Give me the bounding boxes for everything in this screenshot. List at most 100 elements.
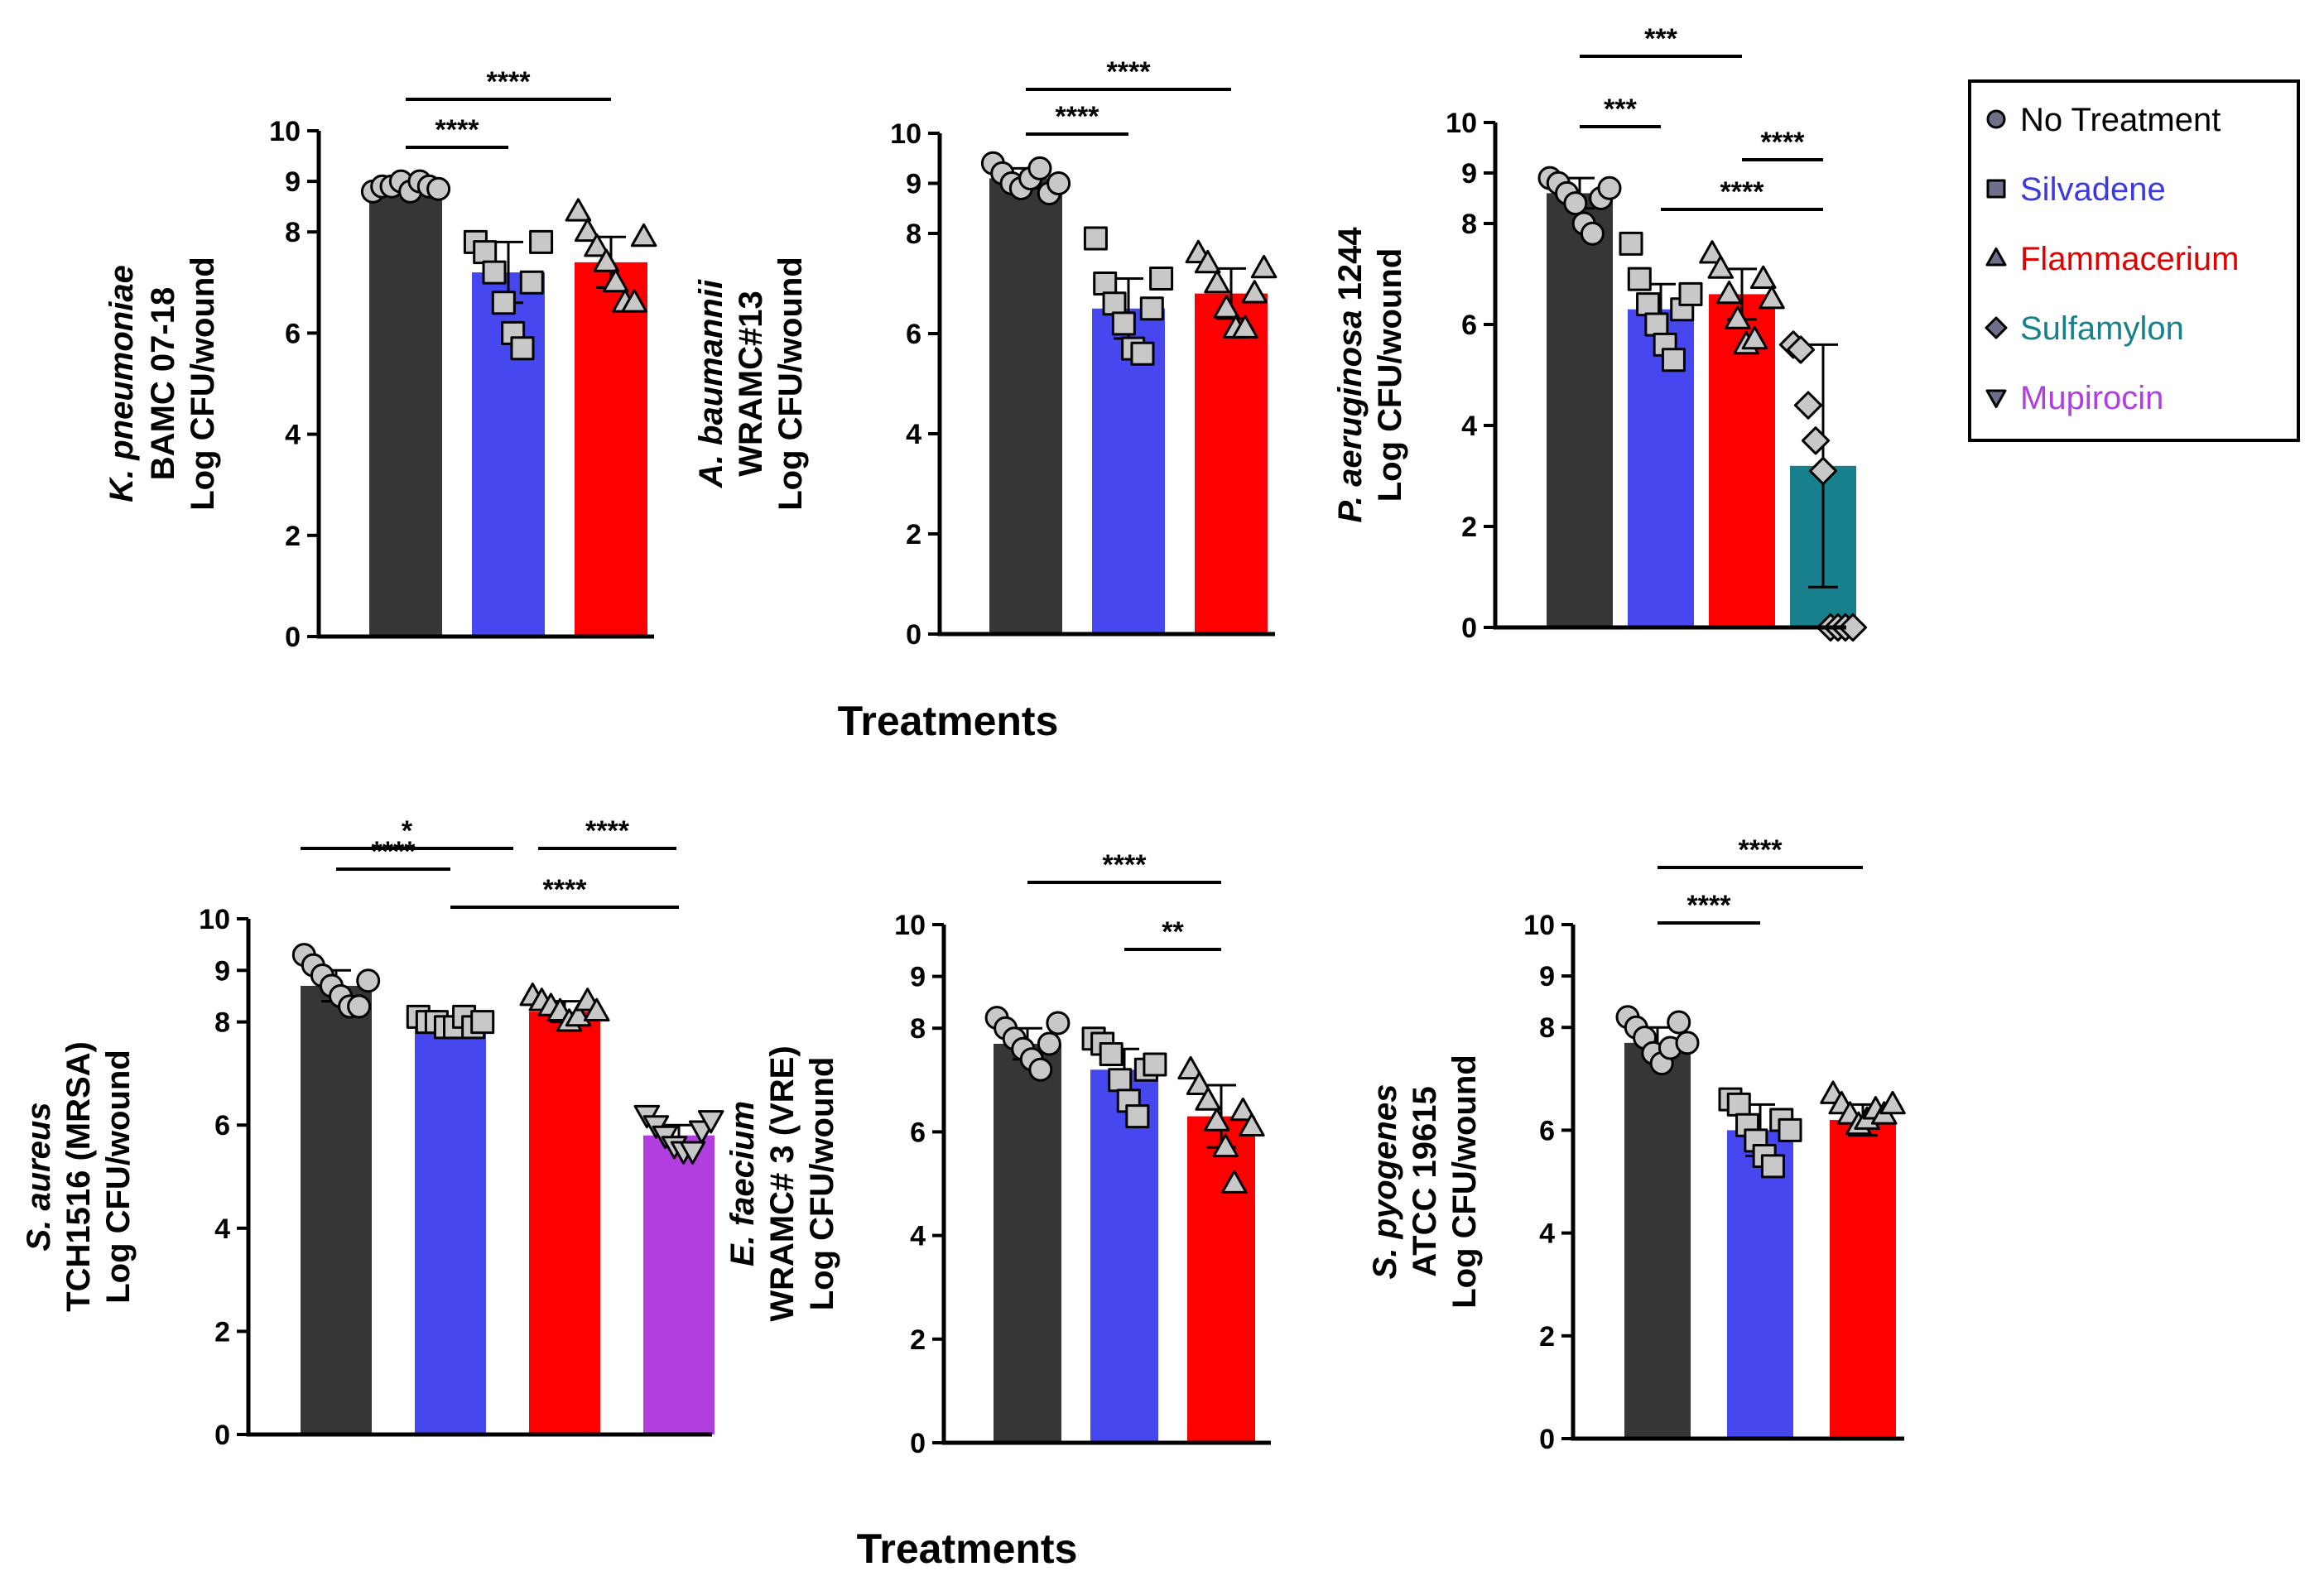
y-axis-label: S. pyogenes: [1367, 1084, 1403, 1280]
y-tick-label: 10: [1446, 108, 1477, 139]
y-axis-label: ATCC 19615: [1407, 1086, 1443, 1276]
significance-label: ***: [1604, 94, 1637, 125]
data-point: [1046, 1011, 1071, 1036]
y-tick-label: 0: [285, 622, 301, 653]
data-point: [1667, 1010, 1691, 1035]
data-point: [1111, 311, 1136, 336]
data-point: [1563, 191, 1588, 216]
bar-flammacerium: [529, 1012, 600, 1434]
legend-item-silvadene: Silvadene: [1986, 171, 2166, 208]
y-axis-label: P. aeruginosa 1244: [1332, 227, 1369, 523]
data-point: [473, 240, 498, 265]
legend-marker-diamond-icon: [1985, 316, 2008, 339]
y-tick-label: 0: [1461, 613, 1477, 644]
data-point: [1047, 171, 1071, 195]
data-point: [584, 233, 610, 257]
y-axis-label: TCH1516 (MRSA): [60, 1041, 97, 1312]
y-axis-label: Log CFU/wound: [185, 257, 221, 511]
x-axis-title-bottom: Treatments: [857, 1526, 1078, 1572]
significance-label: ****: [585, 815, 630, 847]
significance-label: ****: [1056, 101, 1100, 132]
y-tick-label: 6: [910, 1117, 926, 1148]
data-point: [1808, 456, 1838, 485]
legend: No Treatment Silvadene Flammacerium Sulfamy…: [1968, 79, 2300, 442]
data-point: [519, 270, 544, 295]
data-point: [1028, 1057, 1053, 1082]
y-tick-label: 2: [1539, 1321, 1555, 1353]
y-axis-label: Log CFU/wound: [1372, 248, 1408, 502]
bar-flammacerium: [1830, 1119, 1896, 1439]
data-point: [1749, 265, 1777, 289]
data-point: [1250, 254, 1277, 279]
y-tick-label: 9: [214, 955, 230, 987]
data-point: [426, 176, 451, 201]
chart-panel-2: 0 2 4 6 8 9 10 A. baumannii WRAMC#13 Log CFU/woun…: [693, 56, 1277, 651]
data-point: [1130, 341, 1155, 366]
bar-silvadene: [415, 1026, 486, 1434]
data-point: [1644, 312, 1669, 337]
bar-no-treatment: [1547, 193, 1613, 627]
y-tick-label: 9: [285, 166, 301, 198]
y-tick-label: 4: [1461, 411, 1477, 442]
significance-label: ****: [1103, 849, 1148, 881]
data-point: [1760, 1154, 1785, 1179]
data-point: [1627, 267, 1652, 291]
y-tick-label: 4: [285, 420, 301, 451]
data-point: [1636, 292, 1661, 317]
y-tick-label: 9: [910, 962, 926, 993]
data-point: [1678, 281, 1703, 306]
bar-flammacerium: [575, 262, 647, 637]
data-point: [1213, 295, 1240, 319]
y-tick-label: 8: [1539, 1012, 1555, 1044]
data-point: [1186, 1071, 1213, 1095]
significance-label: ****: [487, 66, 532, 98]
legend-items: No Treatment Silvadene Flammacerium Sulfamy…: [1985, 102, 2239, 416]
bar-silvadene: [1090, 1069, 1158, 1443]
y-axis-label: BAMC 07-18: [145, 287, 181, 480]
y-tick-label: 4: [910, 1221, 926, 1252]
y-axis-label: K. pneumoniae: [103, 265, 140, 502]
bar-no-treatment: [301, 985, 372, 1434]
data-point: [1149, 266, 1174, 291]
y-tick-label: 9: [1539, 961, 1555, 992]
y-axis-label: S. aureus: [21, 1102, 57, 1251]
bar-no-treatment: [369, 186, 442, 637]
data-point: [1037, 1031, 1061, 1056]
data-point: [1801, 426, 1831, 455]
data-point: [1715, 280, 1743, 305]
y-tick-label: 8: [214, 1007, 230, 1039]
data-point: [491, 291, 516, 315]
data-point: [1239, 1112, 1265, 1137]
chart-panel-6: 0 2 4 6 8 9 10 S. pyogenes ATCC 19615 Log CFU/wou…: [1367, 834, 1906, 1455]
data-point: [356, 968, 381, 993]
data-point: [1661, 348, 1686, 372]
chart-panel-3: 0 2 4 6 8 9 10 P. aeruginosa 1244 Log CFU/wound *…: [1332, 23, 1868, 644]
significance-label: ****: [1720, 176, 1765, 208]
y-axis-label: WRAMC#13: [733, 291, 769, 476]
y-tick-label: 2: [906, 519, 921, 550]
y-tick-label: 0: [214, 1420, 230, 1451]
data-point: [630, 223, 657, 247]
y-tick-label: 10: [1523, 910, 1555, 941]
y-tick-label: 2: [214, 1316, 230, 1348]
y-tick-label: 6: [214, 1110, 230, 1141]
significance-label: ****: [1761, 127, 1806, 158]
y-tick-label: 0: [906, 619, 921, 651]
data-point: [1212, 1133, 1239, 1158]
data-point: [1759, 286, 1785, 310]
data-point: [510, 336, 535, 361]
bar-no-treatment: [1624, 1042, 1691, 1439]
y-tick-label: 8: [285, 217, 301, 248]
significance-label: *: [402, 815, 413, 847]
data-point: [574, 218, 601, 243]
significance-label: ****: [1107, 56, 1152, 88]
y-axis-label: Log CFU/wound: [1446, 1055, 1483, 1309]
data-point: [1879, 1090, 1906, 1115]
significance-label: ****: [1739, 834, 1783, 866]
data-point: [1597, 175, 1622, 200]
y-tick-label: 4: [1539, 1218, 1555, 1250]
legend-label: Silvadene: [2020, 171, 2166, 208]
legend-marker-circle-icon: [1986, 109, 2006, 129]
significance-label: ****: [435, 114, 480, 146]
